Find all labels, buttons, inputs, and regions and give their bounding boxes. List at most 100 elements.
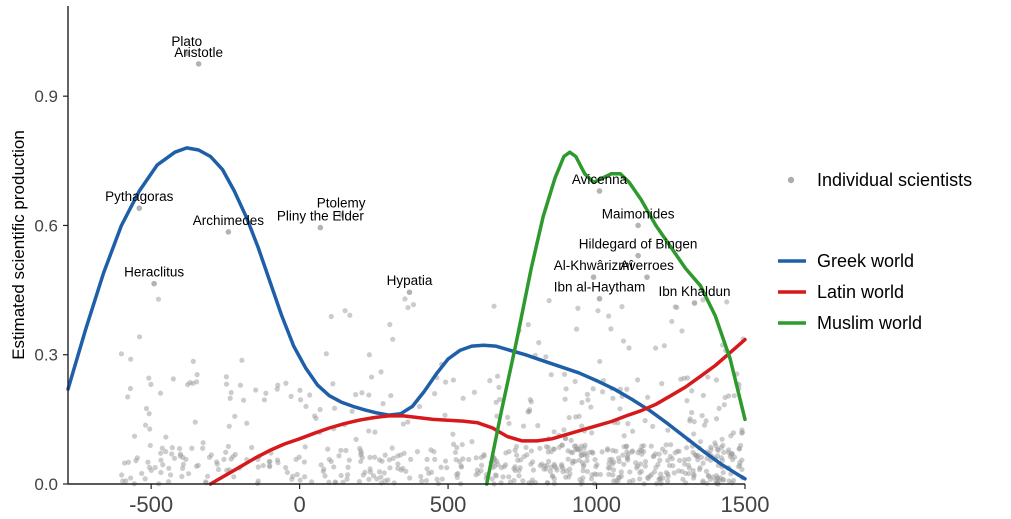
scientist-point (378, 369, 384, 375)
scientist-point (638, 447, 645, 454)
scientist-point (298, 397, 304, 403)
scientist-point (683, 445, 690, 451)
scientist-point (450, 377, 457, 383)
y-tick-label: 0.9 (34, 87, 58, 106)
scientist-point (716, 405, 722, 411)
scientist-point (194, 372, 200, 378)
scientist-point (160, 462, 166, 468)
scientist-point (661, 343, 667, 349)
scientist-point (689, 409, 695, 416)
scientist-point (584, 458, 590, 464)
scientist-point (616, 458, 622, 465)
scientist-point (668, 442, 674, 448)
legend-label-muslim-world: Muslim world (817, 313, 922, 333)
scientist-point (466, 456, 472, 463)
scientist-point (119, 472, 125, 478)
scientist-point (376, 457, 383, 463)
scientist-point (390, 455, 396, 461)
scientist-point (525, 322, 531, 328)
scientist-point (506, 474, 512, 480)
scientist-point (133, 458, 139, 464)
scientist-point (366, 428, 372, 434)
scientist-point (143, 405, 150, 412)
scientist-point (263, 390, 269, 396)
scientist-point (131, 433, 138, 439)
scientist-point (147, 426, 153, 432)
scientist-point (672, 304, 678, 310)
scientist-point (346, 457, 352, 463)
scientist-point (244, 420, 250, 426)
scientist-point (367, 466, 373, 472)
scientist-point (284, 469, 291, 476)
scientist-point (663, 469, 669, 476)
scientist-point (166, 465, 172, 471)
scientist-point (145, 459, 151, 465)
scientist-point (561, 427, 567, 433)
scientist-point (423, 477, 430, 484)
scientist-point (493, 399, 499, 405)
scientist-point (454, 471, 460, 478)
scientist-point (697, 439, 703, 445)
scientist-point (691, 431, 697, 437)
scientist-point (223, 374, 229, 380)
scientist-point (681, 375, 687, 381)
scientist-point (735, 463, 742, 470)
scientist-point (650, 423, 656, 430)
scientist-point (469, 439, 475, 445)
scientist-point (686, 456, 692, 462)
scientist-label: Hildegard of Bingen (579, 237, 698, 252)
scientist-point (213, 459, 220, 465)
scientist-point (322, 473, 328, 479)
scientist-point (568, 449, 574, 455)
scientist-point (615, 420, 621, 426)
scientist-point (520, 478, 526, 484)
scientist-point (208, 452, 214, 458)
scientist-point (307, 392, 313, 398)
scientist-point (692, 452, 698, 458)
scientist-point (589, 449, 595, 455)
scientist-label: Ibn al-Haytham (554, 280, 646, 295)
scientist-point (424, 456, 430, 462)
scientist-point (401, 450, 407, 456)
scientist-point (419, 478, 425, 484)
scientist-point (223, 381, 230, 387)
scientist-point (388, 392, 394, 399)
scientist-point (497, 396, 503, 403)
scientist-point (669, 456, 675, 462)
scientist-point (731, 477, 737, 484)
scientist-point (431, 391, 438, 397)
scientist-point (345, 472, 351, 478)
scientist-point (548, 464, 554, 470)
scientist-point (691, 471, 697, 477)
scientist-point (588, 404, 594, 410)
scientist-point (125, 459, 132, 465)
scientist-point (366, 476, 372, 482)
scientist-point (502, 462, 509, 468)
scientist-point (594, 462, 600, 468)
scientist-point (358, 448, 364, 454)
scientist-point (239, 357, 245, 363)
scientist-point (562, 435, 569, 442)
scientist-point (625, 421, 631, 427)
scientist-point (192, 419, 198, 425)
scientist-point (663, 442, 669, 448)
scientist-point (294, 471, 300, 478)
labeled-scientist-point (635, 222, 641, 229)
scientist-point (530, 467, 537, 473)
scientist-point (567, 466, 573, 472)
scientist-point (634, 465, 640, 471)
scientist-point (588, 476, 595, 482)
scientist-point (158, 469, 164, 476)
scientist-point (528, 399, 534, 405)
scientist-point (626, 345, 632, 351)
scientist-point (682, 457, 688, 463)
scientist-point (648, 443, 654, 449)
scientist-point (344, 476, 350, 482)
scientist-point (705, 374, 711, 380)
scientist-point (325, 446, 331, 452)
scientist-point (400, 421, 406, 427)
scientist-point (713, 377, 720, 383)
scientist-point (438, 464, 444, 470)
scientist-point (155, 296, 162, 302)
scientist-point (703, 418, 709, 424)
